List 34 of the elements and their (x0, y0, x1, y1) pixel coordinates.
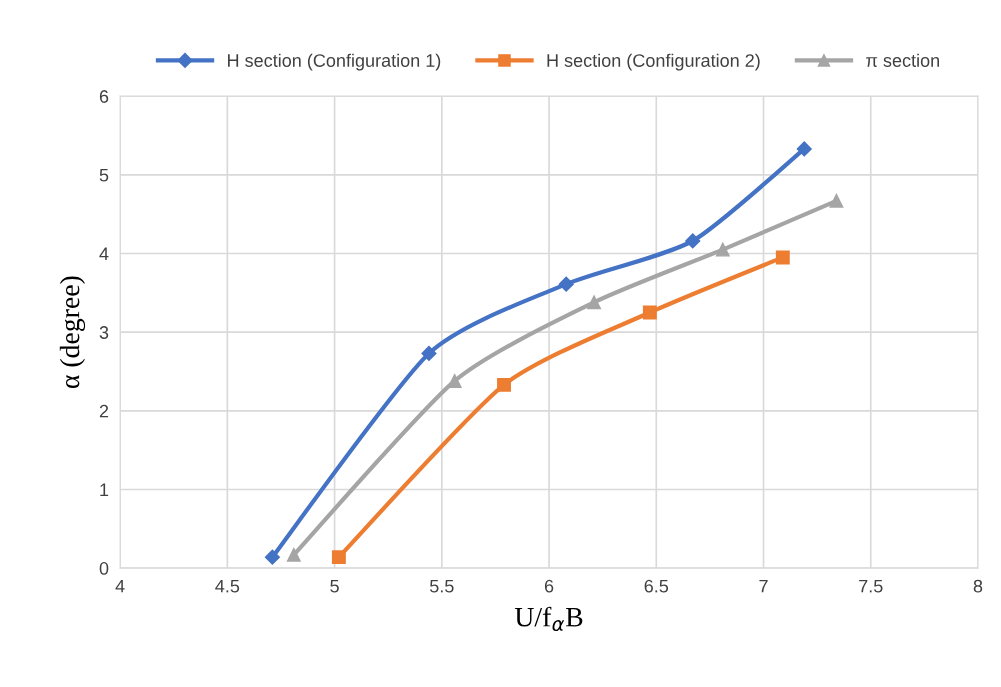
x-axis-title: U/f$_{α}$B (514, 606, 583, 632)
point (421, 345, 437, 361)
x-tick-label: 7.5 (859, 579, 883, 593)
y-tick-label: 0 (99, 562, 109, 575)
point (715, 242, 730, 257)
point (331, 550, 346, 565)
y-tick-label: 2 (99, 404, 109, 418)
legend-label: H section (Configuration 1) (228, 53, 441, 71)
point (796, 141, 812, 157)
legend-label: H section (Configuration 2) (547, 53, 760, 71)
point (286, 547, 301, 562)
y-tick-label: 6 (99, 90, 109, 103)
x-tick-label: 5.5 (429, 579, 454, 593)
point (685, 233, 701, 249)
y-axis-title: α (degree) (59, 276, 86, 389)
point (587, 295, 602, 310)
y-tick-label: 5 (99, 168, 109, 182)
x-tick-label: 6.5 (644, 579, 669, 593)
point (497, 377, 511, 392)
x-tick-label: 7 (759, 579, 768, 593)
x-tick-label: 4 (115, 579, 125, 593)
point (775, 250, 790, 265)
point (829, 193, 844, 208)
y-tick-label: 3 (99, 326, 109, 339)
x-tick-label: 8 (973, 579, 983, 593)
point (558, 276, 574, 292)
y-tick-label: 4 (99, 247, 109, 261)
point (264, 549, 280, 565)
point (642, 305, 657, 320)
x-tick-label: 6 (544, 579, 554, 593)
legend-label: π section (866, 53, 939, 67)
x-tick-label: 4.5 (215, 579, 240, 593)
x-tick-label: 5 (330, 579, 339, 593)
y-tick-label: 1 (100, 483, 109, 497)
